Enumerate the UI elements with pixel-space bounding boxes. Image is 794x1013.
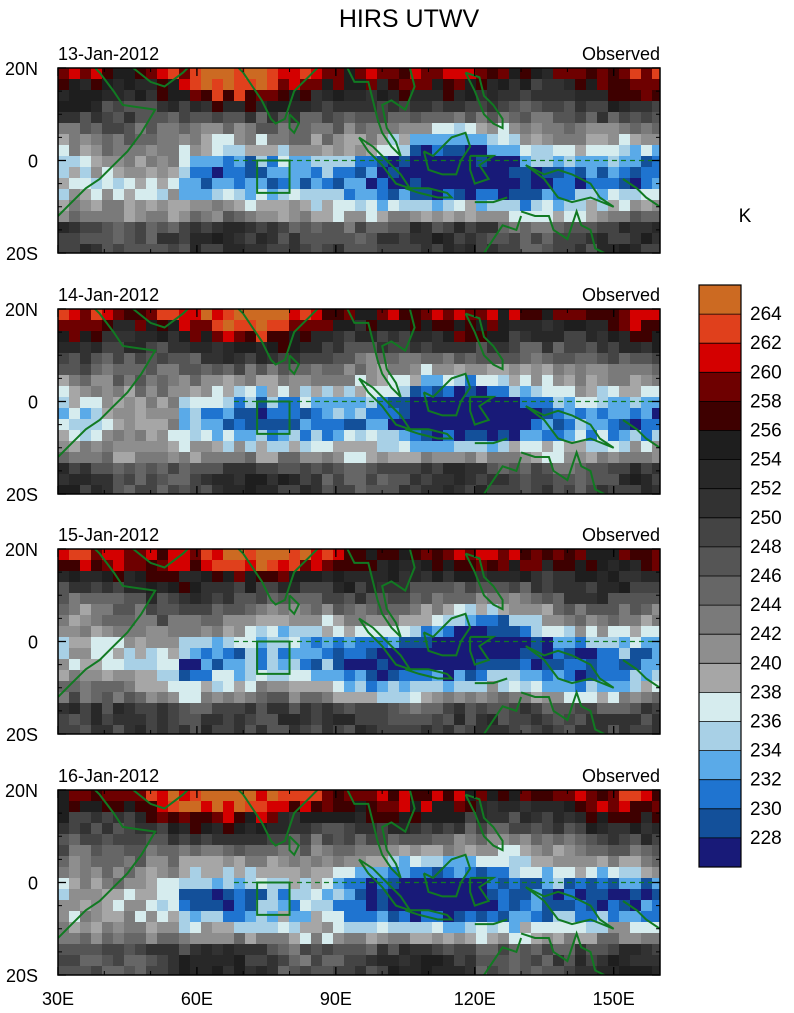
colorbar-label: 244 (750, 595, 782, 616)
colorbar-label: 260 (750, 362, 782, 383)
colorbar-label: 250 (750, 508, 782, 529)
colorbar-segment (699, 576, 741, 606)
panel-label: Observed (582, 285, 660, 305)
coastlines (58, 309, 660, 494)
y-tick-label: 0 (28, 874, 38, 894)
contour-field (58, 549, 660, 734)
y-tick-label: 20S (6, 485, 38, 505)
colorbar-label: 246 (750, 566, 782, 587)
region-box (256, 400, 291, 435)
contour-field (58, 68, 660, 253)
map-panel: 20N 0 20S 14-Jan-2012 Observed (5, 285, 661, 505)
y-tick-label: 20S (6, 966, 38, 986)
x-tick-label: 60E (181, 989, 213, 1009)
panel-date: 16-Jan-2012 (58, 766, 159, 786)
colorbar-label: 254 (750, 450, 782, 471)
panel-label: Observed (582, 766, 660, 786)
map-panel: 20N 0 20S 16-Jan-2012 Observed 30E 60E 90E 120E 1… (5, 766, 661, 1009)
colorbar-label: 230 (750, 799, 782, 820)
colorbar-segment (699, 517, 741, 548)
y-tick-label: 20N (5, 781, 38, 801)
region-box (256, 881, 291, 916)
colorbar-label: 238 (750, 682, 782, 703)
colorbar-label: 252 (750, 479, 782, 500)
coastlines (58, 549, 660, 734)
y-tick-label: 0 (28, 393, 38, 413)
colorbar-label: 236 (750, 712, 782, 733)
colorbar-label: 240 (750, 653, 782, 674)
colorbar-segment (699, 837, 741, 868)
colorbar-segment (699, 546, 741, 577)
colorbar-segment (699, 634, 741, 664)
y-tick-label: 20N (5, 540, 38, 560)
colorbar-segment (699, 343, 741, 373)
colorbar-label: 264 (750, 304, 782, 325)
colorbar-segment (699, 459, 741, 490)
colorbar-label: 262 (750, 333, 782, 354)
map-panel: 20N 0 20S 15-Jan-2012 Observed (5, 525, 661, 745)
colorbar-label: 248 (750, 537, 782, 558)
y-tick-label: 0 (28, 152, 38, 172)
colorbar-segment (699, 779, 741, 810)
colorbar-label: 232 (750, 770, 782, 791)
coastlines (58, 68, 660, 253)
x-tick-label: 90E (320, 989, 352, 1009)
colorbar-segment (699, 692, 741, 722)
colorbar-segment (699, 401, 741, 431)
colorbar-label: 258 (750, 391, 782, 412)
chart-title: HIRS UTWV (339, 5, 480, 33)
colorbar-segment (699, 285, 741, 315)
colorbar-segment (699, 314, 741, 344)
colorbar-segment (699, 721, 741, 751)
colorbar-segment (699, 663, 741, 693)
colorbar-label: 256 (750, 421, 782, 442)
colorbar-units: K (739, 206, 752, 227)
y-tick-label: 20N (5, 59, 38, 79)
x-tick-label: 120E (454, 989, 496, 1009)
colorbar-label: 234 (750, 741, 782, 762)
region-box (256, 640, 291, 675)
colorbar-segment (699, 605, 741, 635)
panel-date: 14-Jan-2012 (58, 285, 159, 305)
y-tick-label: 20S (6, 244, 38, 264)
colorbar-label: 228 (750, 828, 782, 849)
colorbar-segment (699, 750, 741, 781)
panel-label: Observed (582, 525, 660, 545)
y-tick-label: 0 (28, 633, 38, 653)
contour-field (58, 309, 660, 494)
contour-field (58, 790, 660, 975)
panel-date: 15-Jan-2012 (58, 525, 159, 545)
colorbar: 264 262 260 258 256 254 252 250 248 246 244 242 240 2… (698, 284, 782, 868)
x-tick-label: 150E (593, 989, 635, 1009)
colorbar-segment (699, 488, 741, 519)
panel-label: Observed (582, 44, 660, 64)
y-tick-label: 20S (6, 725, 38, 745)
region-box (256, 159, 291, 194)
colorbar-segment (699, 430, 741, 460)
colorbar-segment (699, 372, 741, 402)
panel-date: 13-Jan-2012 (58, 44, 159, 64)
map-panel: 20N 0 20S 13-Jan-2012 Observed (5, 44, 661, 264)
colorbar-segment (699, 808, 741, 839)
y-tick-label: 20N (5, 300, 38, 320)
colorbar-label: 242 (750, 624, 782, 645)
x-tick-label: 30E (42, 989, 74, 1009)
coastlines (58, 790, 660, 975)
